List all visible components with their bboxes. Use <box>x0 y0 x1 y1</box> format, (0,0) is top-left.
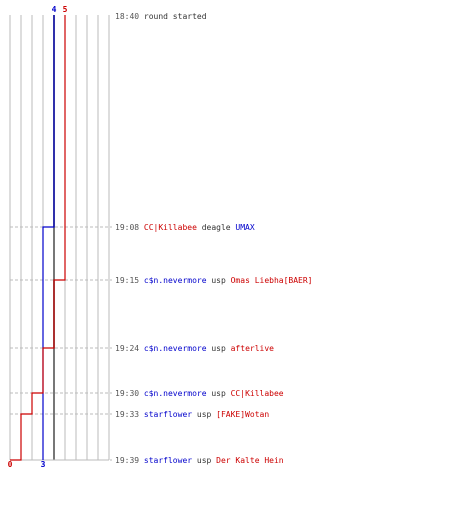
event-detail: usp <box>207 276 226 285</box>
event-player-blue: starflower <box>139 456 192 465</box>
event-detail: round started <box>139 12 207 21</box>
event-entry: 19:39 starflower usp Der Kalte Hein <box>115 456 284 465</box>
count-labels: 4 3 5 0 <box>8 5 68 469</box>
event-player-blue: starflower <box>139 410 192 419</box>
series-red-start-label: 5 <box>63 5 68 14</box>
event-player-red: CC|Killabee <box>139 223 197 232</box>
event-detail: usp <box>192 456 211 465</box>
event-detail: usp <box>207 344 226 353</box>
event-entry: 19:33 starflower usp [FAKE]Wotan <box>115 410 269 419</box>
series-blue-start-label: 4 <box>52 5 57 14</box>
event-player-red: Omas Liebha[BAER] <box>226 276 313 285</box>
event-player-blue: UMAX <box>231 223 255 232</box>
event-player-red: Der Kalte Hein <box>211 456 283 465</box>
series-blue-line <box>42 15 55 460</box>
event-detail: deagle <box>197 223 231 232</box>
event-entry: 18:40 round started <box>115 12 207 21</box>
series <box>10 15 66 461</box>
event-player-blue: c$n.nevermore <box>139 276 207 285</box>
grid <box>9 15 110 461</box>
event-player-blue: c$n.nevermore <box>139 344 207 353</box>
event-detail: usp <box>207 389 226 398</box>
event-detail: usp <box>192 410 211 419</box>
event-log: 18:40 round started 19:08 CC|Killabee dea… <box>115 12 313 465</box>
series-blue-end-label: 3 <box>41 460 46 469</box>
series-red-line <box>10 15 66 461</box>
event-player-red: CC|Killabee <box>226 389 284 398</box>
event-time: 19:30 <box>115 389 139 398</box>
event-player-red: [FAKE]Wotan <box>211 410 269 419</box>
event-time: 19:15 <box>115 276 139 285</box>
event-entry: 19:15 c$n.nevermore usp Omas Liebha[BAER… <box>115 276 313 285</box>
event-guide-lines <box>10 226 112 461</box>
event-player-red: afterlive <box>226 344 274 353</box>
event-time: 19:08 <box>115 223 139 232</box>
event-entry: 19:30 c$n.nevermore usp CC|Killabee <box>115 389 284 398</box>
series-red-end-label: 0 <box>8 460 13 469</box>
event-entry: 19:08 CC|Killabee deagle UMAX <box>115 223 255 232</box>
event-time: 19:24 <box>115 344 139 353</box>
event-entry: 19:24 c$n.nevermore usp afterlive <box>115 344 274 353</box>
event-time: 19:33 <box>115 410 139 419</box>
event-time: 19:39 <box>115 456 139 465</box>
event-time: 18:40 <box>115 12 139 21</box>
event-player-blue: c$n.nevermore <box>139 389 207 398</box>
